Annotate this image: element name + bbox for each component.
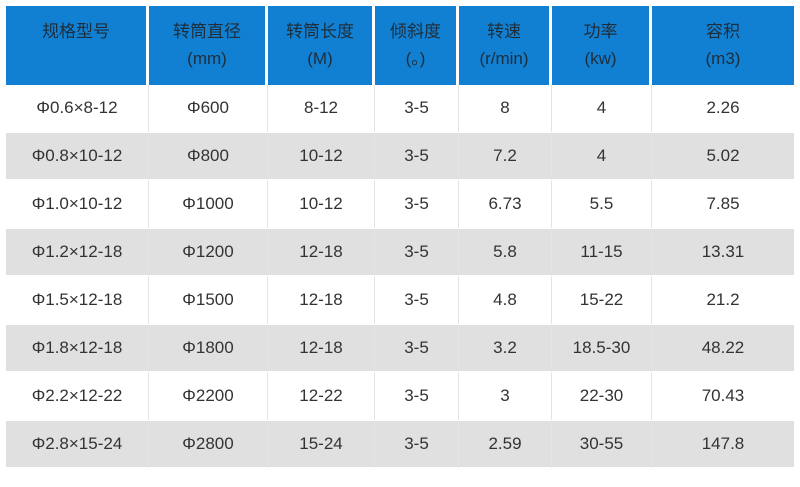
cell-power: 18.5-30 [552, 325, 652, 373]
cell-power: 5.5 [552, 181, 652, 229]
cell-rotation-speed: 5.8 [459, 229, 552, 277]
cell-power: 30-55 [552, 421, 652, 469]
cell-drum-diameter: Φ800 [149, 133, 268, 181]
cell-drum-diameter: Φ2800 [149, 421, 268, 469]
cell-rotation-speed: 4.8 [459, 277, 552, 325]
column-title: 转筒长度 [286, 22, 354, 41]
column-unit: (m3) [705, 49, 741, 68]
column-title: 功率 [583, 22, 618, 41]
cell-drum-length: 12-18 [268, 325, 375, 373]
cell-drum-length: 10-12 [268, 181, 375, 229]
cell-rotation-speed: 3 [459, 373, 552, 421]
column-unit: (r/min) [479, 49, 529, 68]
table-row: Φ0.6×8-12 Φ600 8-12 3-5 8 4 2.26 [6, 85, 794, 133]
cell-volume: 147.8 [652, 421, 794, 469]
cell-power: 11-15 [552, 229, 652, 277]
cell-incline: 3-5 [375, 421, 459, 469]
cell-drum-length: 15-24 [268, 421, 375, 469]
cell-drum-diameter: Φ1000 [149, 181, 268, 229]
header-row: 规格型号 转筒直径 (mm) 转筒长度 (M) 倾斜度 (。) 转速 (r/min) 功率 (kw)… [6, 6, 794, 85]
cell-incline: 3-5 [375, 181, 459, 229]
cell-drum-diameter: Φ2200 [149, 373, 268, 421]
column-unit: (。) [405, 49, 426, 68]
cell-volume: 7.85 [652, 181, 794, 229]
column-title: 规格型号 [42, 22, 110, 41]
column-title: 容积 [706, 22, 740, 41]
table-row: Φ1.8×12-18 Φ1800 12-18 3-5 3.2 18.5-30 48.22 [6, 325, 794, 373]
column-header-power: 功率 (kw) [552, 6, 652, 85]
cell-drum-length: 12-22 [268, 373, 375, 421]
cell-rotation-speed: 2.59 [459, 421, 552, 469]
column-header-incline: 倾斜度 (。) [375, 6, 459, 85]
cell-volume: 2.26 [652, 85, 794, 133]
cell-power: 22-30 [552, 373, 652, 421]
table-row: Φ1.5×12-18 Φ1500 12-18 3-5 4.8 15-22 21.2 [6, 277, 794, 325]
cell-volume: 21.2 [652, 277, 794, 325]
column-header-rotation-speed: 转速 (r/min) [459, 6, 552, 85]
cell-volume: 70.43 [652, 373, 794, 421]
column-header-spec-model: 规格型号 [6, 6, 149, 85]
spec-table: 规格型号 转筒直径 (mm) 转筒长度 (M) 倾斜度 (。) 转速 (r/min) 功率 (kw)… [6, 6, 794, 469]
cell-volume: 5.02 [652, 133, 794, 181]
cell-drum-length: 12-18 [268, 229, 375, 277]
cell-rotation-speed: 7.2 [459, 133, 552, 181]
table-row: Φ1.2×12-18 Φ1200 12-18 3-5 5.8 11-15 13.31 [6, 229, 794, 277]
column-unit: (kw) [584, 49, 617, 68]
column-title: 转速 [487, 22, 521, 41]
cell-drum-length: 10-12 [268, 133, 375, 181]
column-header-drum-length: 转筒长度 (M) [268, 6, 375, 85]
cell-rotation-speed: 8 [459, 85, 552, 133]
cell-drum-diameter: Φ1800 [149, 325, 268, 373]
cell-spec-model: Φ1.5×12-18 [6, 277, 149, 325]
column-unit: (mm) [187, 49, 227, 68]
cell-spec-model: Φ0.6×8-12 [6, 85, 149, 133]
cell-incline: 3-5 [375, 133, 459, 181]
table-row: Φ0.8×10-12 Φ800 10-12 3-5 7.2 4 5.02 [6, 133, 794, 181]
column-header-volume: 容积 (m3) [652, 6, 794, 85]
cell-volume: 48.22 [652, 325, 794, 373]
cell-incline: 3-5 [375, 229, 459, 277]
spec-table-header: 规格型号 转筒直径 (mm) 转筒长度 (M) 倾斜度 (。) 转速 (r/min) 功率 (kw)… [6, 6, 794, 85]
column-title: 转筒直径 [173, 22, 241, 41]
cell-drum-length: 12-18 [268, 277, 375, 325]
cell-incline: 3-5 [375, 85, 459, 133]
cell-spec-model: Φ0.8×10-12 [6, 133, 149, 181]
cell-spec-model: Φ1.2×12-18 [6, 229, 149, 277]
cell-drum-diameter: Φ1200 [149, 229, 268, 277]
column-header-drum-diameter: 转筒直径 (mm) [149, 6, 268, 85]
cell-spec-model: Φ2.8×15-24 [6, 421, 149, 469]
cell-rotation-speed: 6.73 [459, 181, 552, 229]
cell-spec-model: Φ1.0×10-12 [6, 181, 149, 229]
cell-power: 4 [552, 133, 652, 181]
table-row: Φ1.0×10-12 Φ1000 10-12 3-5 6.73 5.5 7.85 [6, 181, 794, 229]
column-title: 倾斜度 [390, 22, 441, 41]
cell-volume: 13.31 [652, 229, 794, 277]
cell-incline: 3-5 [375, 325, 459, 373]
column-unit: (M) [307, 49, 333, 68]
cell-spec-model: Φ2.2×12-22 [6, 373, 149, 421]
cell-incline: 3-5 [375, 373, 459, 421]
cell-power: 15-22 [552, 277, 652, 325]
table-row: Φ2.8×15-24 Φ2800 15-24 3-5 2.59 30-55 147.8 [6, 421, 794, 469]
cell-drum-length: 8-12 [268, 85, 375, 133]
cell-incline: 3-5 [375, 277, 459, 325]
cell-drum-diameter: Φ600 [149, 85, 268, 133]
cell-power: 4 [552, 85, 652, 133]
table-row: Φ2.2×12-22 Φ2200 12-22 3-5 3 22-30 70.43 [6, 373, 794, 421]
cell-rotation-speed: 3.2 [459, 325, 552, 373]
spec-table-body: Φ0.6×8-12 Φ600 8-12 3-5 8 4 2.26 Φ0.8×10-12 Φ800… [6, 85, 794, 469]
cell-drum-diameter: Φ1500 [149, 277, 268, 325]
cell-spec-model: Φ1.8×12-18 [6, 325, 149, 373]
